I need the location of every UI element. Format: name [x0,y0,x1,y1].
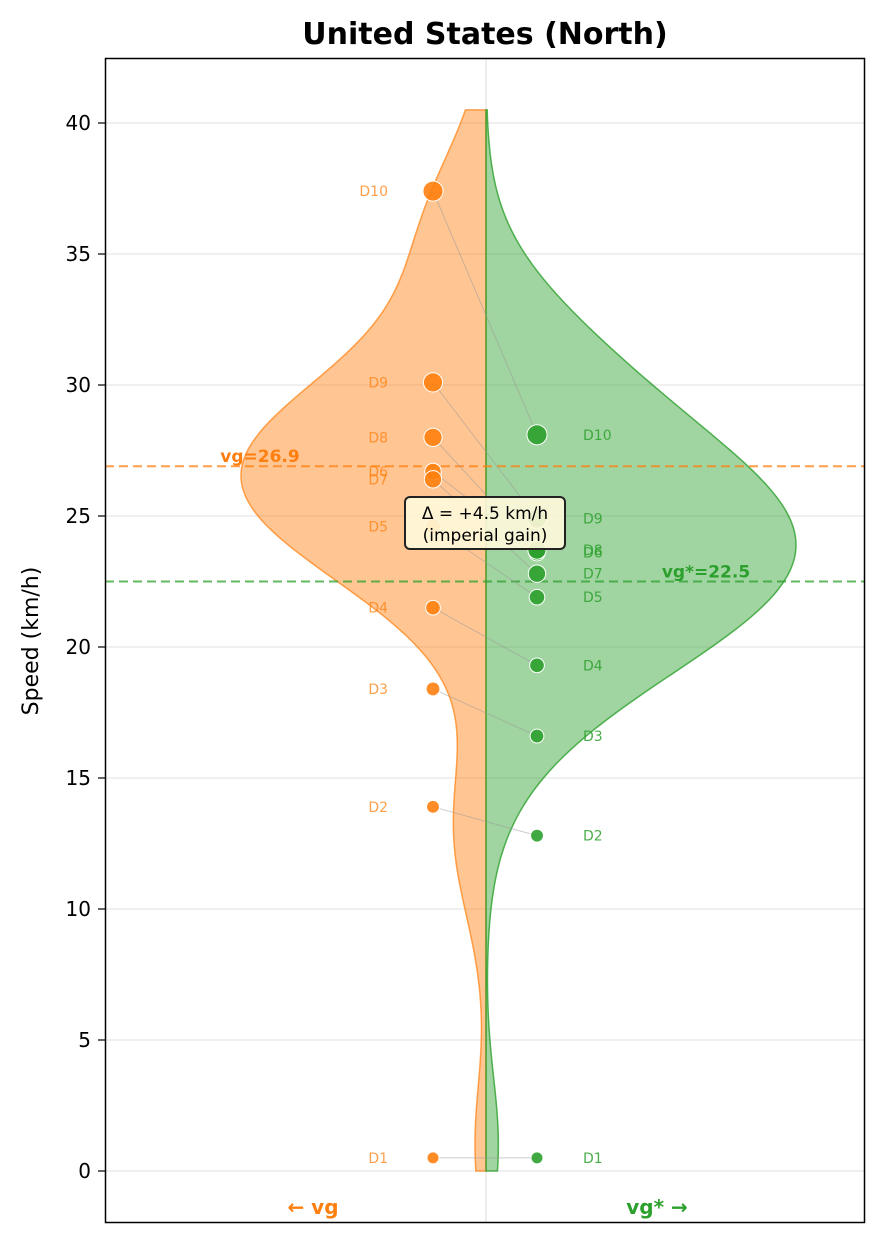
label-vg-D2: D2 [368,800,388,816]
point-vg-star-D1 [530,1151,544,1165]
label-vg-star-D4: D4 [583,658,603,674]
pair-link [432,382,538,519]
reference-label-vg_star: vg*=22.5 [662,563,750,583]
side-label-vg-star: vg* → [626,1195,688,1219]
label-vg-D7: D7 [368,472,388,488]
violin-layer [240,109,797,1172]
decile-labels: D1D2D3D4D5D6D7D8D9D10D1D2D3D4D5D6D7D8D9D… [359,184,611,1167]
label-vg-star-D7: D7 [583,567,603,583]
y-tick-label: 10 [66,897,91,921]
label-vg-D9: D9 [368,375,388,391]
point-vg-star-D4 [529,657,545,674]
point-vg-D9 [422,372,444,393]
label-vg-star-D2: D2 [583,829,603,845]
violin-vg [240,109,487,1172]
point-vg-D10 [422,180,444,202]
label-vg-D8: D8 [368,430,388,446]
point-vg-star-D2 [530,828,544,843]
y-tick-label: 5 [78,1028,91,1052]
point-vg-star-D3 [529,728,545,744]
point-vg-star-D10 [526,424,548,446]
point-vg-D1 [426,1151,440,1165]
y-tick-label: 0 [78,1159,91,1183]
axes: 0 5 10 15 20 25 30 35 40 [66,111,105,1183]
y-tick-label: 25 [66,504,91,528]
label-vg-D1: D1 [368,1151,388,1167]
point-vg-D2 [426,799,440,814]
pair-link [432,806,538,837]
reference-label-vg: vg=26.9 [220,447,299,467]
label-vg-star-D6: D6 [583,546,603,562]
reference-lines: vg=26.9 vg*=22.5 [105,447,865,583]
pair-link [432,190,538,435]
annotation-line-2: (imperial gain) [423,526,548,546]
label-vg-D5: D5 [368,519,388,535]
label-vg-star-D5: D5 [583,590,603,606]
label-vg-star-D1: D1 [583,1151,603,1167]
y-axis-label: Speed (km/h) [19,567,44,716]
label-vg-D3: D3 [368,682,388,698]
plot-frame [104,57,866,1224]
label-vg-D6: D6 [368,464,388,480]
point-vg-D8 [423,427,443,448]
label-vg-star-D8: D8 [583,543,603,559]
label-vg-D10: D10 [359,184,388,200]
label-vg-star-D10: D10 [583,428,612,444]
pair-link [432,607,538,666]
violin-vg-star [485,109,797,1172]
y-tick-label: 20 [66,635,91,659]
label-vg-star-D3: D3 [583,729,603,745]
annotation-line-1: Δ = +4.5 km/h [422,504,548,524]
point-vg-D4 [425,599,441,616]
point-vg-star-D7 [527,564,547,583]
y-tick-label: 30 [66,373,91,397]
y-tick-label: 15 [66,766,91,790]
y-tick-label: 40 [66,111,91,135]
point-vg-star-D5 [528,588,546,606]
side-label-vg: ← vg [287,1195,338,1219]
annotation-box [404,496,566,550]
label-vg-D4: D4 [368,601,388,617]
pair-link [432,688,538,737]
chart-title: United States (North) [302,17,667,52]
delta-annotation: Δ = +4.5 km/h (imperial gain) [404,496,566,550]
point-vg-D7 [423,470,443,489]
point-vg-D3 [425,681,441,697]
y-tick-label: 35 [66,242,91,266]
label-vg-star-D9: D9 [583,512,603,528]
